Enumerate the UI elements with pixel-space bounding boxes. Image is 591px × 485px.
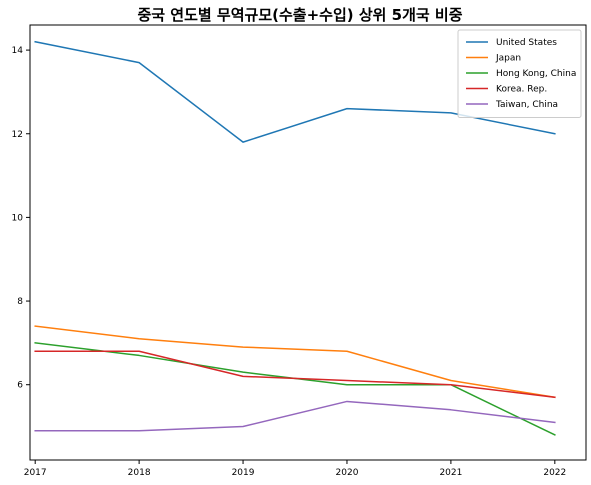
x-tick-label: 2021 <box>439 468 462 478</box>
series-line-2 <box>34 342 556 436</box>
legend-label: Hong Kong, China <box>496 69 576 79</box>
legend-label: Japan <box>495 54 521 64</box>
x-tick-label: 2018 <box>128 468 151 478</box>
axes: 2017 2018 2019 2020 2021 2022 6 8 10 12 14 <box>12 46 567 478</box>
x-tick-label: 2017 <box>24 468 47 478</box>
chart-title: 중국 연도별 무역규모(수출+수입) 상위 5개국 비중 <box>137 6 462 24</box>
legend-label: Korea. Rep. <box>496 85 547 95</box>
x-tick-label: 2020 <box>336 468 359 478</box>
legend-label: Taiwan, China <box>495 100 558 110</box>
y-tick-label: 8 <box>17 297 23 307</box>
x-tick-label: 2019 <box>232 468 255 478</box>
legend-box <box>457 29 582 118</box>
series-line-3 <box>34 350 556 399</box>
legend-label: United States <box>496 38 557 48</box>
y-tick-label: 10 <box>12 213 24 223</box>
y-tick-label: 6 <box>17 381 23 391</box>
x-tick-label: 2022 <box>543 468 566 478</box>
y-tick-label: 12 <box>12 130 23 140</box>
y-tick-label: 14 <box>12 46 24 56</box>
series-lines <box>34 40 556 436</box>
series-line-1 <box>34 325 556 399</box>
plot-area-frame <box>29 24 587 461</box>
legend: United States Japan Hong Kong, China Korea.… <box>457 29 582 118</box>
series-line-4 <box>34 400 556 432</box>
